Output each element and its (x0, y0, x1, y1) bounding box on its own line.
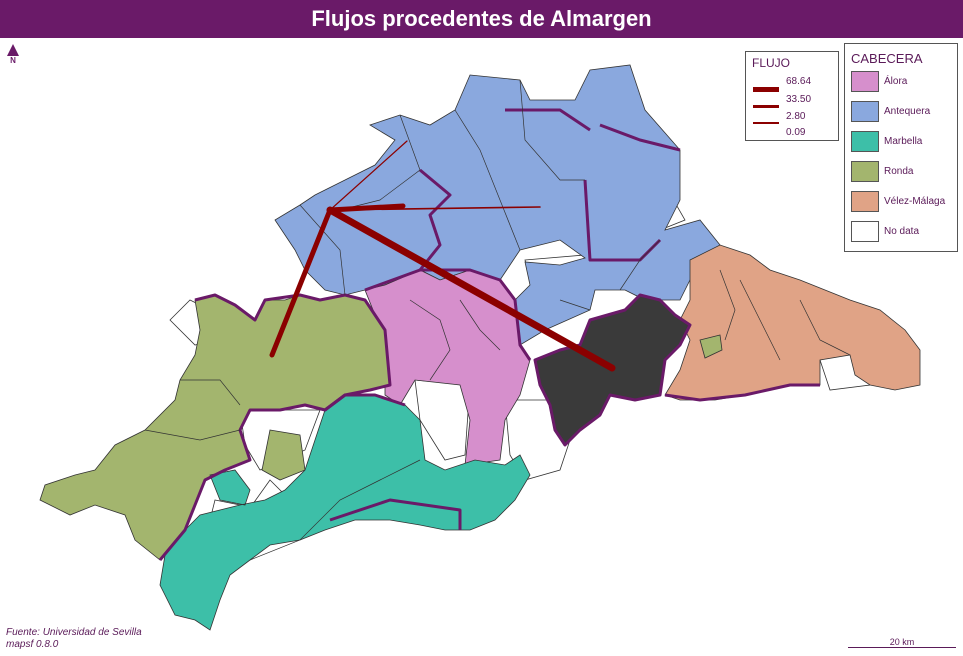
flow-legend-title: FLUJO (752, 56, 791, 70)
legend-swatch-ronda (851, 161, 879, 182)
map-title: Flujos procedentes de Almargen (0, 0, 963, 38)
region-antequera (274, 64, 721, 346)
legend-swatch-no-data (851, 221, 879, 242)
flow-line-1 (326, 206, 616, 372)
legend-label-antequera: Antequera (884, 106, 931, 117)
cabecera-legend-title: CABECERA (851, 51, 923, 66)
flow-legend-line-1 (753, 87, 779, 92)
flow-legend-line-2 (753, 105, 779, 108)
legend-label-alora: Álora (884, 76, 908, 87)
flow-legend-value-3: 2.80 (786, 111, 806, 122)
legend-label-velez-malaga: Vélez-Málaga (884, 196, 946, 207)
municipality-lines (144, 79, 851, 561)
region-ronda-enclave (699, 334, 723, 359)
flow-line-4 (329, 206, 541, 211)
legend-swatch-alora (851, 71, 879, 92)
flow-legend-line-3 (753, 122, 779, 124)
flow-line-5 (329, 140, 408, 211)
source-line-1: Fuente: Universidad de Sevilla (6, 627, 142, 638)
legend-label-no-data: No data (884, 226, 920, 237)
flow-legend-value-1: 68.64 (786, 76, 812, 87)
flow-legend-value-4: 0.09 (786, 127, 806, 138)
flow-line-2 (269, 207, 333, 358)
legend-swatch-velez-malaga (851, 191, 879, 212)
north-arrow: N (6, 44, 20, 65)
scale-bar: 20 km (848, 637, 956, 648)
north-label: N (10, 56, 16, 65)
legend-swatch-marbella (851, 131, 879, 152)
cabecera-legend: CABECERA Álora Antequera Marbella Ronda … (844, 43, 958, 252)
legend-label-ronda: Ronda (884, 166, 914, 177)
region-marbella (159, 394, 531, 631)
source-line-2: mapsf 0.8.0 (6, 639, 59, 650)
flow-legend-value-2: 33.50 (786, 94, 812, 105)
scale-label: 20 km (848, 637, 956, 648)
flow-legend: FLUJO 68.64 33.50 2.80 0.09 (745, 51, 839, 141)
flow-lines (269, 140, 616, 372)
comarca-boundaries (158, 108, 820, 561)
legend-label-marbella: Marbella (884, 136, 923, 147)
legend-swatch-antequera (851, 101, 879, 122)
north-arrow-icon (7, 44, 19, 56)
region-velez-malaga (664, 244, 921, 401)
source-note: Fuente: Universidad de Sevilla mapsf 0.8… (6, 627, 142, 651)
